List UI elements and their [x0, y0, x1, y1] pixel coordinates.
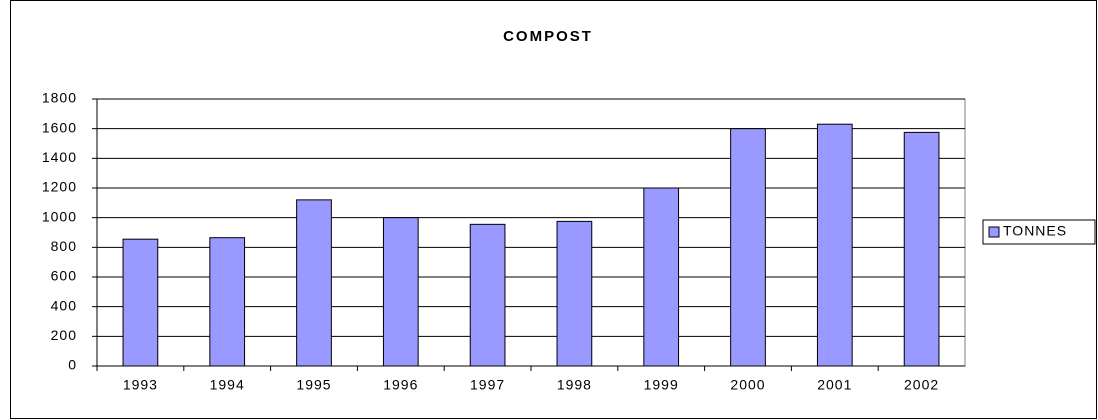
y-tick-label: 1000: [42, 208, 77, 224]
bar: [122, 238, 159, 367]
legend-swatch: [988, 226, 1000, 238]
bar: [643, 187, 680, 367]
legend-box: [982, 219, 1096, 245]
x-tick-label: 1994: [210, 377, 245, 393]
y-tick-label: 400: [51, 297, 77, 313]
y-tick-label: 600: [51, 268, 77, 284]
x-tick-label: 2002: [904, 377, 939, 393]
bar: [903, 131, 940, 367]
bar: [469, 223, 506, 367]
x-tick-label: 1998: [557, 377, 592, 393]
chart-title: COMPOST: [503, 28, 593, 45]
x-tick-label: 1993: [123, 377, 158, 393]
legend-label: TONNES: [1003, 223, 1067, 239]
bar: [382, 217, 419, 367]
bar: [556, 220, 593, 367]
bar: [209, 237, 246, 367]
x-tick-label: 1999: [644, 377, 679, 393]
x-tick-label: 1996: [383, 377, 418, 393]
y-tick-label: 1800: [42, 90, 77, 106]
y-tick-label: 1200: [42, 179, 77, 195]
x-tick-label: 1995: [296, 377, 331, 393]
y-tick-label: 1600: [42, 119, 77, 135]
y-tick-label: 0: [68, 357, 77, 373]
bar: [730, 128, 766, 367]
bar: [816, 123, 853, 367]
y-tick-label: 1400: [42, 149, 77, 165]
bar: [296, 199, 332, 367]
x-tick-label: 2001: [817, 377, 852, 393]
x-tick-label: 1997: [470, 377, 505, 393]
x-tick-label: 2000: [730, 377, 765, 393]
y-tick-label: 800: [51, 238, 77, 254]
y-tick-label: 200: [51, 327, 77, 343]
